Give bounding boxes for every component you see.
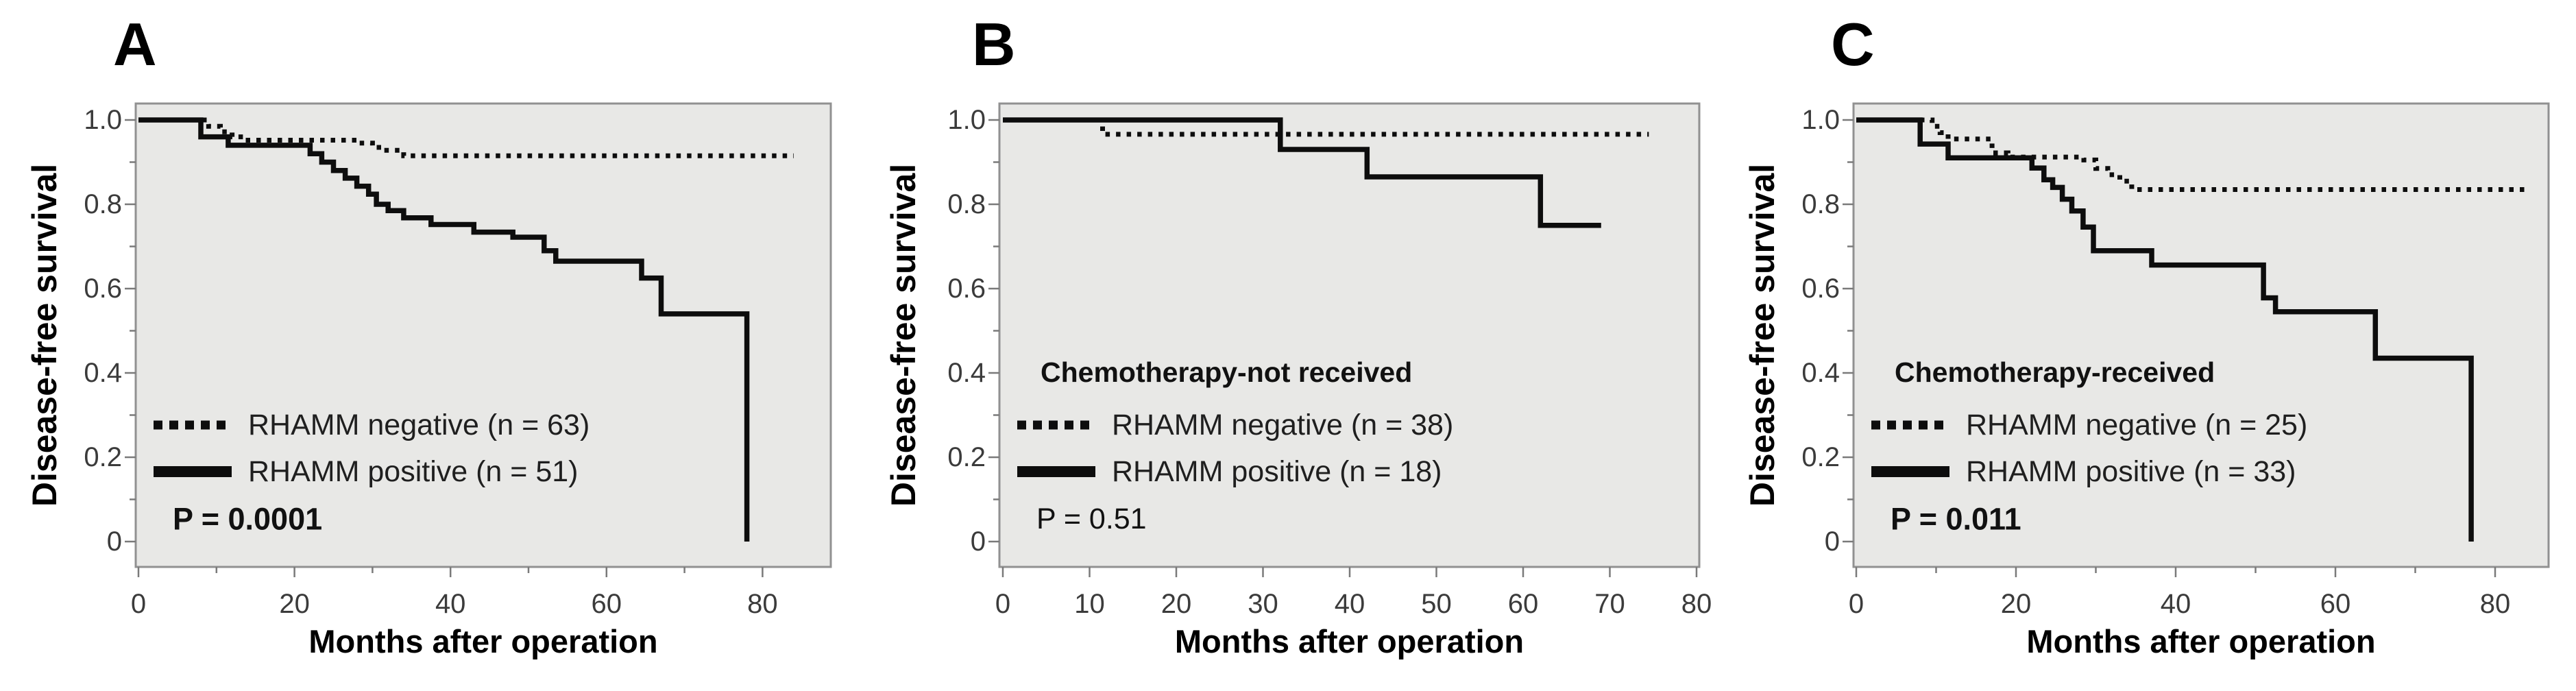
- panel-c: C 1.0 0.8 0.6 0.4 0.2 0 0 20 40 60 80 Disease-free s…: [1718, 0, 2576, 691]
- panel-b-chart: B 1.0 0.8 0.6 0.4 0.2 0 0 10 20 30 40 50 60 70 80 Diseas…: [884, 10, 1712, 659]
- plot-area: [1852, 102, 2550, 568]
- legend-label: RHAMM negative (n = 38): [1112, 409, 1453, 441]
- y-tick-label: 0: [1825, 526, 1840, 557]
- y-tick-label: 0.2: [947, 442, 986, 472]
- km-curve-rhamm-positive: [1856, 117, 2474, 542]
- x-tick-label: 40: [2161, 589, 2191, 619]
- y-tick-label: 1.0: [84, 105, 122, 135]
- y-tick-label: 1.0: [947, 105, 986, 135]
- y-tick-label: 0.4: [84, 358, 122, 388]
- y-axis-label: Disease-free survival: [884, 164, 923, 507]
- x-tick-label: 60: [592, 589, 622, 619]
- y-tick-label: 0: [971, 526, 986, 557]
- y-axis-label: Disease-free survival: [25, 164, 64, 507]
- y-tick-label: 0.8: [947, 189, 986, 219]
- legend-label: RHAMM negative (n = 25): [1966, 409, 2307, 441]
- y-tick-label: 0.6: [1801, 274, 1840, 304]
- y-tick-label: 0.6: [947, 274, 986, 304]
- x-tick-label: 70: [1594, 589, 1625, 619]
- p-value: P = 0.011: [1891, 502, 2021, 537]
- panel-a-chart: A 1.0 0.8 0.6 0.4 0.2 0 0 20 40 60 80 Disease-free s…: [25, 10, 832, 659]
- x-axis-label: Months after operation: [308, 623, 657, 659]
- x-tick-label: 40: [1335, 589, 1365, 619]
- legend-label: RHAMM positive (n = 18): [1112, 455, 1442, 488]
- x-tick-label: 10: [1074, 589, 1105, 619]
- x-tick-label: 80: [1681, 589, 1712, 619]
- legend-label: RHAMM positive (n = 51): [248, 455, 579, 488]
- km-curve-rhamm-positive: [138, 117, 750, 542]
- x-tick-label: 60: [1508, 589, 1539, 619]
- x-tick-label: 30: [1248, 589, 1278, 619]
- km-curve-rhamm-negative: [1003, 117, 1649, 137]
- x-tick-label: 0: [995, 589, 1010, 619]
- y-tick-label: 0.8: [1801, 189, 1840, 219]
- km-curve-rhamm-negative: [1856, 117, 2527, 192]
- plot-area: [998, 102, 1701, 568]
- km-curve-rhamm-negative: [138, 117, 794, 158]
- panel-letter: C: [1831, 10, 1875, 78]
- y-tick-label: 0.2: [84, 442, 122, 472]
- plot-area: [134, 102, 832, 568]
- x-tick-label: 60: [2320, 589, 2351, 619]
- y-tick-label: 0.2: [1801, 442, 1840, 472]
- x-tick-label: 20: [1161, 589, 1192, 619]
- p-value: P = 0.51: [1036, 502, 1147, 535]
- panel-letter: B: [972, 10, 1016, 78]
- x-tick-label: 40: [435, 589, 466, 619]
- y-tick-label: 0.4: [1801, 358, 1840, 388]
- panel-letter: A: [113, 10, 157, 78]
- x-tick-label: 50: [1421, 589, 1452, 619]
- panel-b: B 1.0 0.8 0.6 0.4 0.2 0 0 10 20 30 40 50 60 70 80 Diseas…: [859, 0, 1718, 691]
- panel-a: A 1.0 0.8 0.6 0.4 0.2 0 0 20 40 60 80 Disease-free s…: [0, 0, 859, 691]
- km-curve-rhamm-positive: [1003, 117, 1601, 228]
- y-axis-label: Disease-free survival: [1743, 164, 1782, 507]
- legend-label: RHAMM positive (n = 33): [1966, 455, 2296, 488]
- chemotherapy-subtitle: Chemotherapy-received: [1895, 356, 2215, 388]
- x-tick-label: 20: [2001, 589, 2032, 619]
- y-tick-label: 0.6: [84, 274, 122, 304]
- x-tick-label: 0: [1849, 589, 1864, 619]
- y-tick-label: 0.8: [84, 189, 122, 219]
- x-tick-label: 0: [131, 589, 146, 619]
- x-tick-label: 20: [279, 589, 310, 619]
- x-tick-label: 80: [747, 589, 778, 619]
- chemotherapy-subtitle: Chemotherapy-not received: [1041, 356, 1412, 388]
- x-axis-label: Months after operation: [2026, 623, 2375, 659]
- x-tick-label: 80: [2480, 589, 2511, 619]
- x-axis-label: Months after operation: [1175, 623, 1524, 659]
- p-value: P = 0.0001: [173, 502, 322, 537]
- panel-c-chart: C 1.0 0.8 0.6 0.4 0.2 0 0 20 40 60 80 Disease-free s…: [1743, 10, 2550, 659]
- y-tick-label: 1.0: [1801, 105, 1840, 135]
- y-tick-label: 0.4: [947, 358, 986, 388]
- legend-label: RHAMM negative (n = 63): [248, 409, 590, 441]
- y-tick-label: 0: [107, 526, 122, 557]
